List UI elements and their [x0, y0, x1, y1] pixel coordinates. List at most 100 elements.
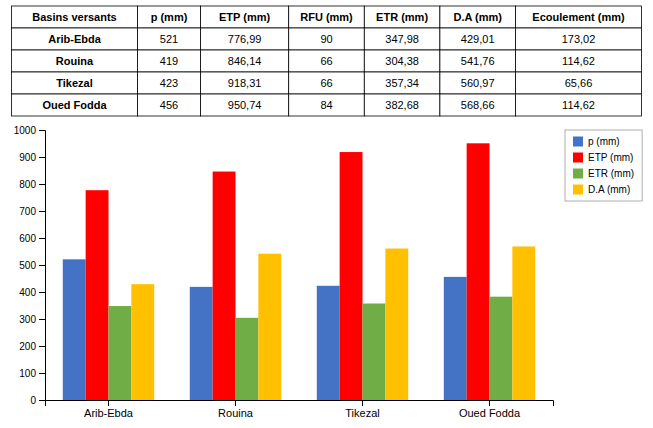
table-cell [201, 50, 289, 72]
y-tick: 400 [19, 287, 45, 298]
table-text: 456 [160, 99, 178, 111]
x-axis-line [46, 401, 554, 407]
table-header: D.A (mm) [453, 11, 502, 23]
table-text: 541,76 [461, 55, 495, 67]
chart: Basins versantsp (mm)ETP (mm)RFU (mm)ETR… [0, 0, 653, 428]
y-tick-label: 500 [19, 260, 36, 271]
legend-swatch [573, 185, 583, 195]
bar [258, 254, 281, 400]
table-text: 568,66 [461, 99, 495, 111]
table-cell [138, 28, 201, 50]
bar [213, 172, 236, 400]
table-cell [516, 28, 642, 50]
bars [63, 143, 535, 400]
y-tick: 0 [30, 395, 45, 406]
y-tick: 700 [19, 206, 45, 217]
y-tick: 600 [19, 233, 45, 244]
table-cell [201, 28, 289, 50]
table-cell [516, 6, 642, 28]
table-text: 776,99 [228, 33, 262, 45]
y-tick-label: 400 [19, 287, 36, 298]
bar [109, 306, 132, 400]
table-text: 521 [160, 33, 178, 45]
table-cell [201, 94, 289, 116]
table-text: 84 [320, 99, 332, 111]
table-cell [289, 50, 365, 72]
legend-label: ETR (mm) [588, 168, 634, 179]
y-tick: 800 [19, 179, 45, 190]
y-tick: 1000 [14, 125, 45, 136]
bar [363, 304, 386, 400]
table-cell [364, 28, 440, 50]
y-tick-mark [39, 400, 45, 401]
table-text: 846,14 [228, 55, 262, 67]
table-cell [138, 50, 201, 72]
table-text: 304,38 [385, 55, 419, 67]
table-header: Basins versants [32, 11, 116, 23]
table-cell [289, 6, 365, 28]
y-tick: 100 [19, 368, 45, 379]
y-tick-label: 200 [19, 341, 36, 352]
table-cell [516, 72, 642, 94]
table-cell [516, 50, 642, 72]
legend-label: ETP (mm) [588, 152, 633, 163]
bar-series [86, 143, 490, 400]
y-tick-mark [39, 238, 45, 239]
table-header: Ecoulement (mm) [532, 11, 625, 23]
legend-item: p (mm) [573, 136, 620, 147]
x-tick-label: Rouina [218, 407, 254, 419]
table-cell [364, 50, 440, 72]
bar-series [131, 246, 535, 400]
bar [317, 286, 340, 400]
plot: 0 100 200 300 400 500 600 700 800 900 1000 Arib-Ebd… [14, 125, 554, 419]
table-header: p (mm) [151, 11, 188, 23]
y-tick-label: 600 [19, 233, 36, 244]
table-cell [12, 6, 138, 28]
table-cell [440, 28, 516, 50]
y-tick-mark [39, 346, 45, 347]
x-tick: Arib-Ebda [84, 400, 134, 419]
table-cell [201, 6, 289, 28]
legend-swatch [573, 169, 583, 179]
table-text: 429,01 [461, 33, 495, 45]
table-text: 66 [320, 55, 332, 67]
table-text: 950,74 [228, 99, 262, 111]
bar-series [109, 297, 513, 400]
table-text: 423 [160, 77, 178, 89]
legend-item: ETR (mm) [573, 168, 634, 179]
table-cell [364, 94, 440, 116]
y-tick: 300 [19, 314, 45, 325]
x-tick-label: Oued Fodda [459, 407, 521, 419]
table-text: 382,68 [385, 99, 419, 111]
y-tick-label: 300 [19, 314, 36, 325]
x-tick-mark [108, 400, 109, 406]
table-cell [364, 6, 440, 28]
x-tick-mark [362, 400, 363, 406]
table-cell [12, 50, 138, 72]
x-tick-label: Arib-Ebda [84, 407, 134, 419]
table-text: 918,31 [228, 77, 262, 89]
y-tick: 900 [19, 152, 45, 163]
table-cell [138, 94, 201, 116]
table-text: Rouina [56, 55, 94, 67]
table-text: Tikezal [56, 77, 93, 89]
bar [236, 318, 259, 400]
y-tick: 200 [19, 341, 45, 352]
bar [490, 297, 513, 400]
table-text: Arib-Ebda [48, 33, 101, 45]
x-tick: Tikezal [345, 400, 379, 419]
table-text: Oued Fodda [42, 99, 107, 111]
table-cell [12, 28, 138, 50]
y-tick-mark [39, 319, 45, 320]
y-tick: 500 [19, 260, 45, 271]
table-cell [138, 6, 201, 28]
y-axis-line [39, 131, 46, 401]
table-cell [12, 72, 138, 94]
table-text: 114,62 [562, 99, 595, 111]
x-tick-mark [235, 400, 236, 406]
bar [86, 190, 109, 400]
y-tick-label: 100 [19, 368, 36, 379]
y-tick-label: 1000 [14, 125, 37, 136]
bar [444, 277, 467, 400]
bar [467, 143, 490, 400]
